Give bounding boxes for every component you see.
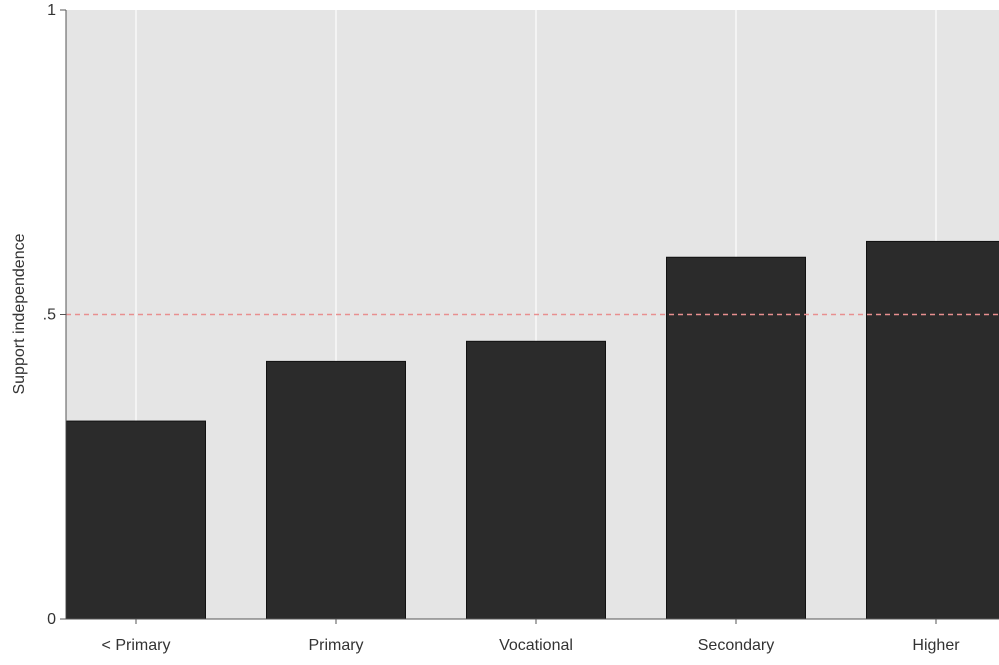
- y-tick-label: .5: [43, 307, 56, 324]
- y-axis-title: Support independence: [11, 233, 28, 394]
- x-tick-labels: < Primary Primary Vocational Secondary Highe…: [102, 637, 961, 654]
- x-tick-label: Vocational: [499, 637, 573, 654]
- bar: [67, 421, 206, 619]
- y-tick-labels: 0.51: [43, 2, 56, 628]
- bar: [867, 241, 999, 619]
- x-tick-label: < Primary: [102, 637, 171, 654]
- x-tick-label: Primary: [308, 637, 363, 654]
- bar: [667, 257, 806, 619]
- y-tick-label: 0: [47, 611, 56, 628]
- bar: [267, 361, 406, 619]
- x-tick-label: Secondary: [698, 637, 775, 654]
- y-tick-label: 1: [47, 2, 56, 19]
- x-tick-label: Higher: [912, 637, 960, 654]
- bar: [467, 341, 606, 619]
